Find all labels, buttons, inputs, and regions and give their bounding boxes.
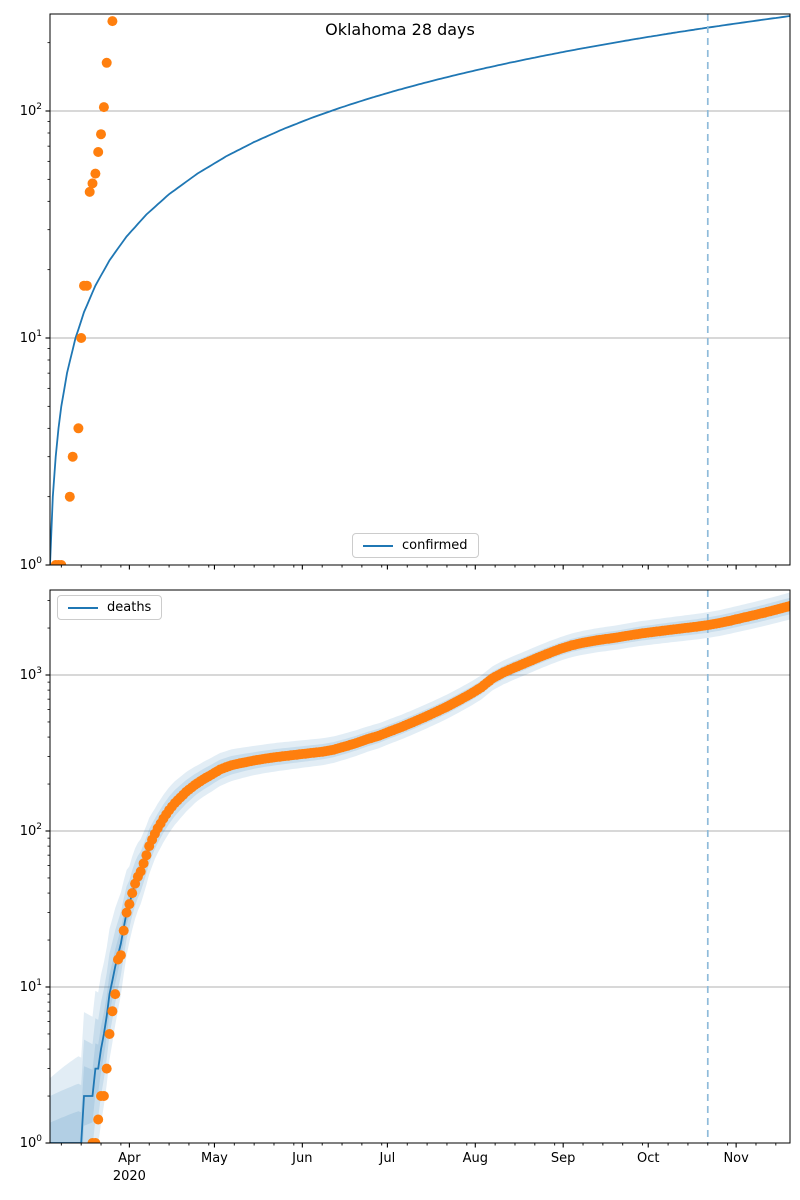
y-tick-label: 102 xyxy=(20,102,42,119)
x-tick-label: May xyxy=(201,1151,228,1166)
deaths-line xyxy=(50,605,790,1143)
data-point xyxy=(101,57,112,68)
reported-deaths-points xyxy=(87,601,790,1143)
data-point xyxy=(135,866,146,877)
confirmed-line xyxy=(50,15,790,565)
data-point xyxy=(73,423,84,434)
y-tick-label: 100 xyxy=(20,556,43,573)
data-point xyxy=(87,178,98,189)
data-point xyxy=(110,989,121,1000)
data-point xyxy=(98,1091,109,1101)
chart-title: Oklahoma 28 days xyxy=(325,20,475,39)
x-tick-label: Jul xyxy=(379,1151,396,1166)
y-tick-label: 101 xyxy=(20,978,42,995)
data-point xyxy=(96,129,106,140)
data-point xyxy=(64,491,75,502)
data-point xyxy=(107,16,118,27)
data-point xyxy=(93,147,104,157)
x-tick-label: Jun xyxy=(291,1151,312,1166)
plot-border xyxy=(49,13,791,566)
x-tick-label: Apr xyxy=(118,1151,141,1166)
data-point xyxy=(56,560,67,565)
x-tick-label: Nov xyxy=(723,1151,749,1166)
data-point xyxy=(785,601,790,611)
y-tick-label: 100 xyxy=(20,1134,43,1151)
x-tick-label: Sep xyxy=(551,1151,576,1166)
x-tick-label: Oct xyxy=(637,1151,659,1166)
data-point xyxy=(118,925,129,936)
legend-line-sample xyxy=(68,606,98,609)
y-tick-label: 103 xyxy=(20,666,42,683)
data-point xyxy=(115,950,126,961)
confirmed-chart: 100 101 102 Oklahoma 28 days confirmed xyxy=(0,0,800,580)
confidence-band-inner xyxy=(50,601,790,1143)
data-point xyxy=(101,1063,112,1074)
data-point xyxy=(81,280,92,291)
deaths-chart: Apr 2020 May Jun Jul Aug Sep Oct Nov 100 101 102 103… xyxy=(0,580,800,1200)
data-point xyxy=(93,1114,104,1125)
confirmed-chart-canvas: 100 101 102 xyxy=(20,13,791,573)
data-point xyxy=(124,899,135,910)
data-point xyxy=(90,168,101,179)
legend-label: confirmed xyxy=(402,538,468,553)
data-point xyxy=(121,907,132,918)
deaths-chart-canvas: Apr 2020 May Jun Jul Aug Sep Oct Nov 100 101 102 103 xyxy=(20,589,791,1184)
data-point xyxy=(84,186,95,197)
confidence-band-middle xyxy=(50,597,790,1143)
reported-confirmed-points xyxy=(50,16,118,565)
data-point xyxy=(138,858,149,869)
legend-confirmed: confirmed xyxy=(352,533,479,558)
confidence-band-outer xyxy=(50,592,790,1143)
y-tick-label: 102 xyxy=(20,822,42,839)
data-point xyxy=(107,1006,118,1017)
data-point xyxy=(67,451,78,462)
data-point xyxy=(127,888,138,899)
legend-line-sample xyxy=(363,544,393,547)
data-point xyxy=(90,1138,101,1143)
legend-label: deaths xyxy=(107,600,152,615)
data-point xyxy=(98,102,109,113)
legend-deaths: deaths xyxy=(57,595,163,620)
data-point xyxy=(141,850,152,861)
data-point xyxy=(76,333,87,343)
year-label: 2020 xyxy=(113,1169,146,1184)
plot-border xyxy=(49,589,791,1144)
data-point xyxy=(104,1029,115,1039)
y-tick-label: 101 xyxy=(20,329,42,346)
x-tick-label: Aug xyxy=(463,1151,488,1166)
